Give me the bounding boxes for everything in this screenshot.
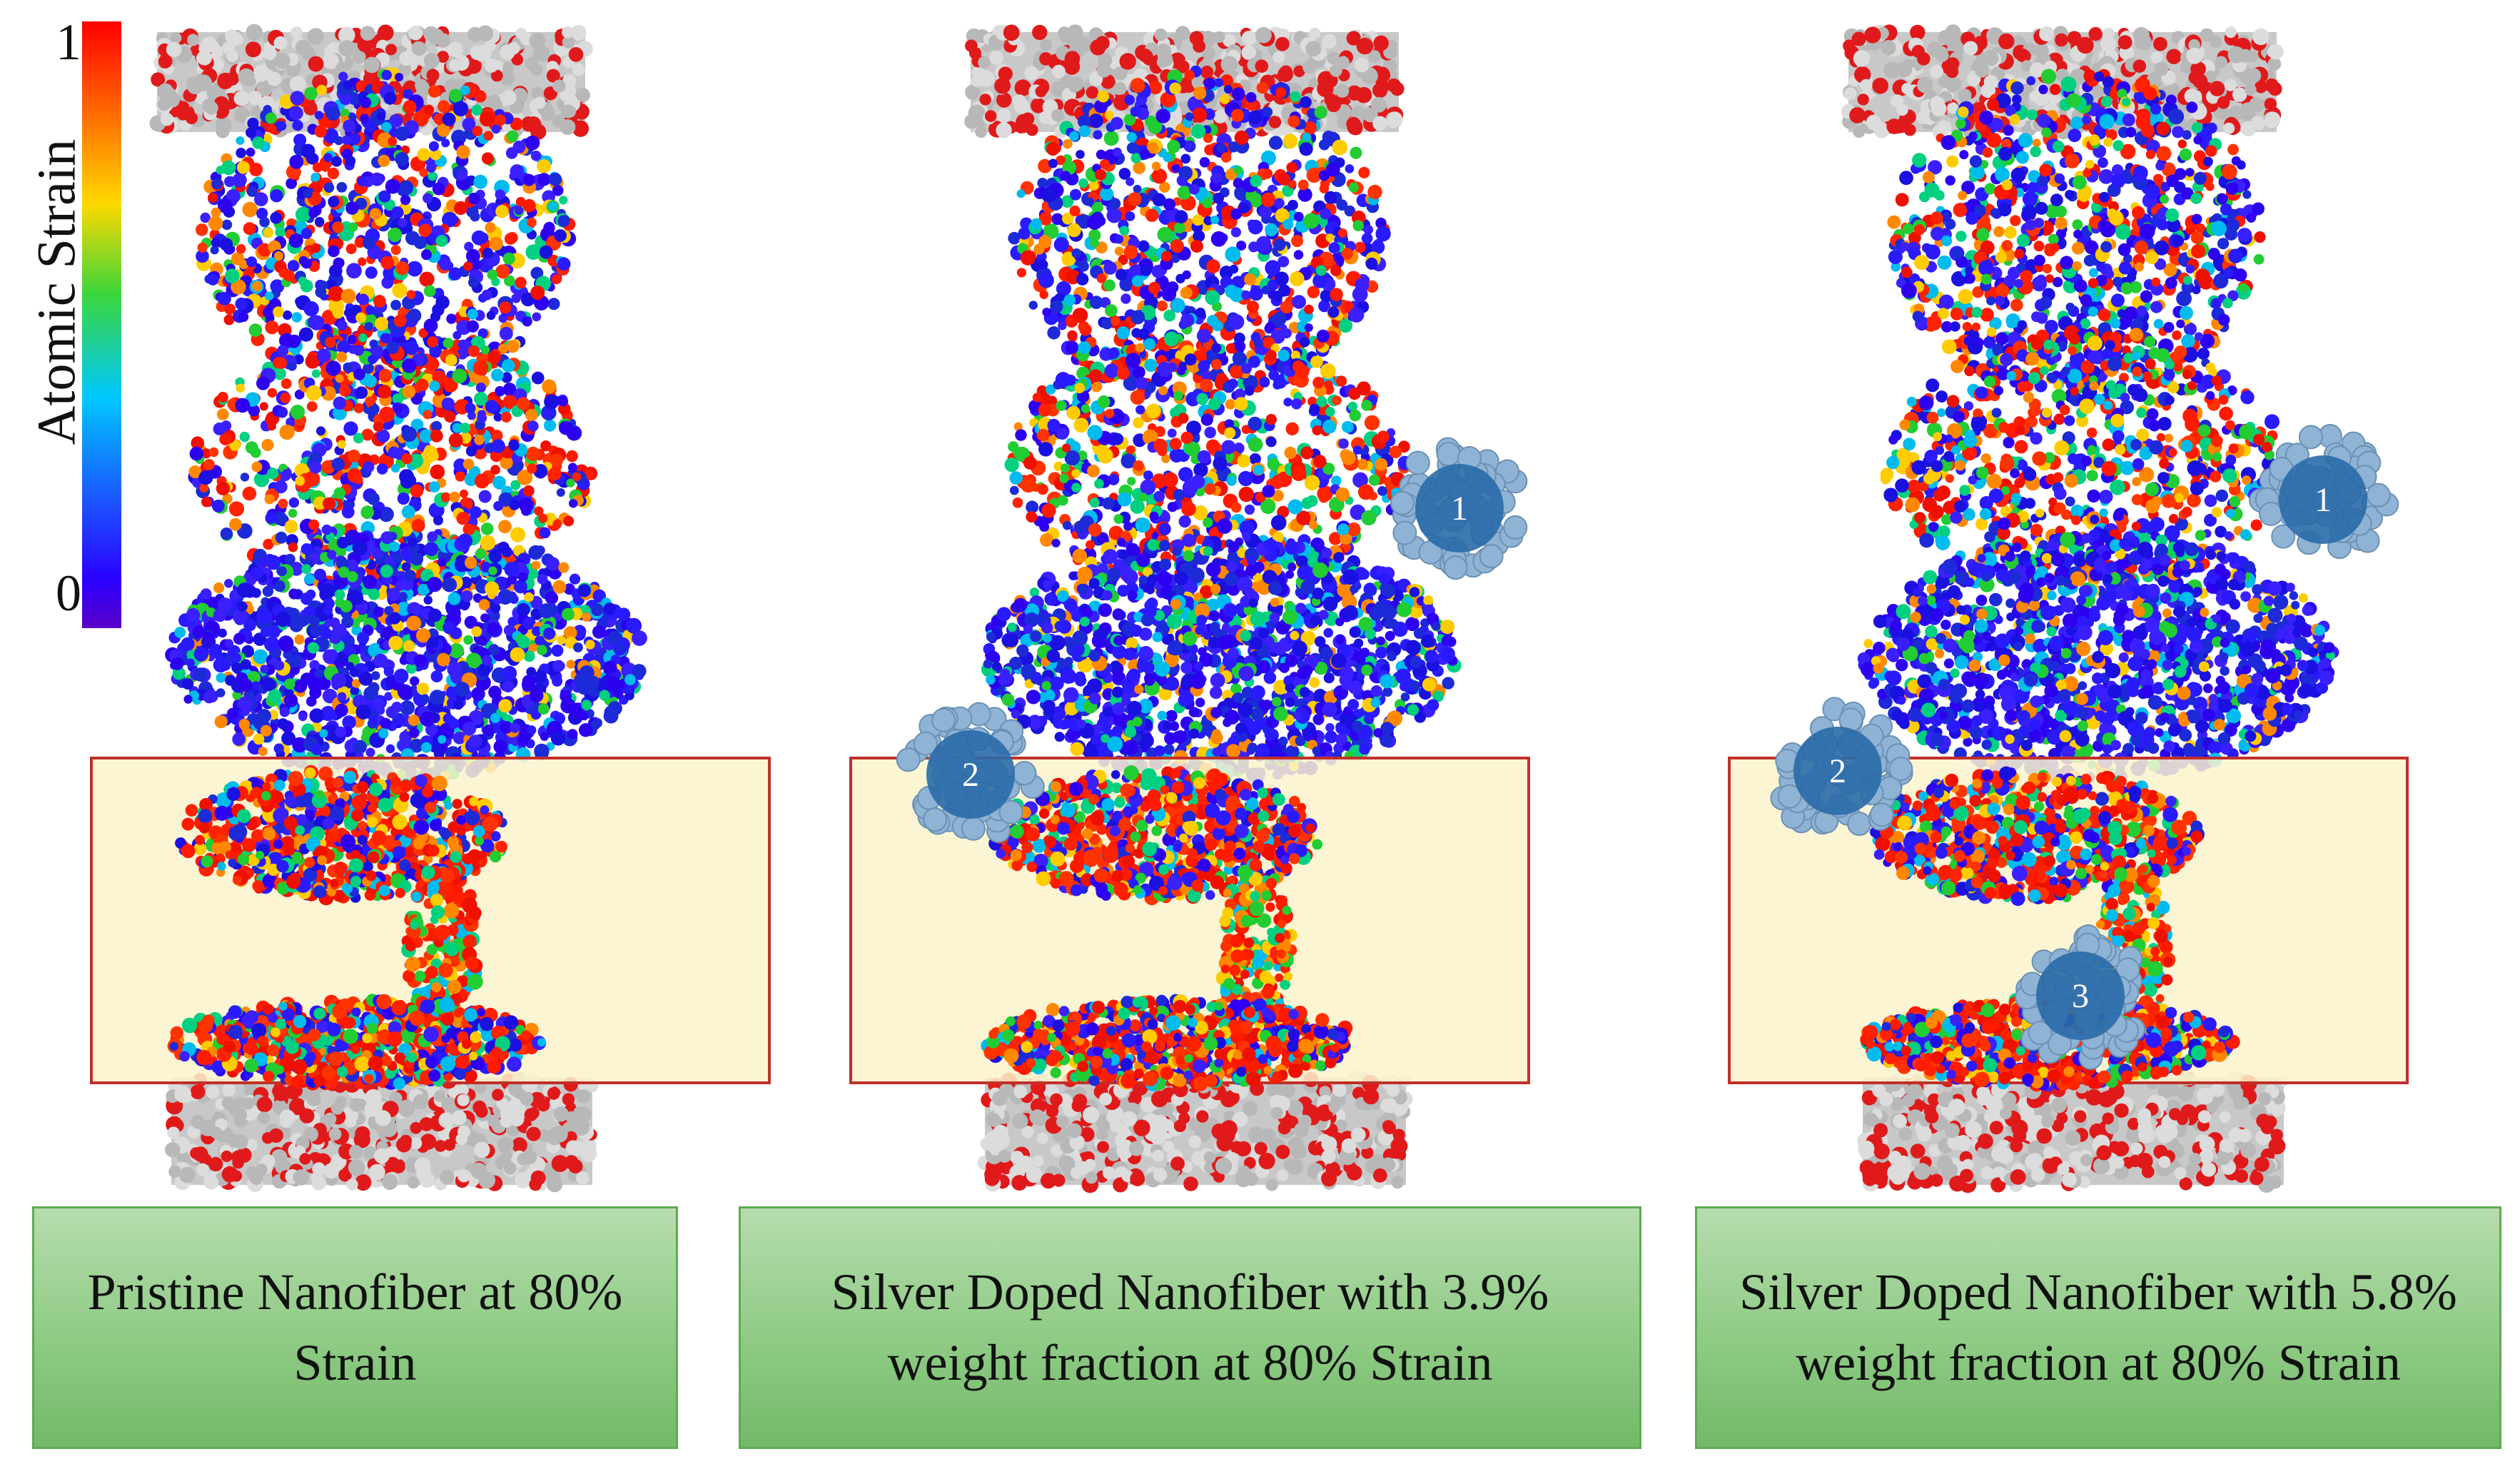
silver-nanoparticle-2: 2 [896,702,1045,843]
caption-text-2: Silver Doped Nanofiber with 3.9% weight … [831,1263,1549,1391]
colorbar-title: Atomic Strain [26,138,87,445]
silver-nanoparticle-1: 1 [2249,424,2399,560]
caption-text-1: Pristine Nanofiber at 80% Strain [87,1263,623,1391]
caption-panel-1: Pristine Nanofiber at 80% Strain [32,1206,678,1449]
nanoparticle-label-1: 1 [1451,490,1468,527]
caption-panel-2: Silver Doped Nanofiber with 3.9% weight … [739,1206,1641,1449]
simulation-panel-3: 1 2 3 [1728,24,2409,1193]
colorbar-max-label: 1 [56,14,81,71]
colorbar-min-label: 0 [56,565,81,622]
silver-nanoparticle-3: 3 [2015,924,2146,1070]
nanoparticle-label-1: 1 [2314,481,2332,519]
simulation-panel-2: 12 [849,24,1530,1193]
caption-text-3: Silver Doped Nanofiber with 5.8% weight … [1739,1263,2457,1391]
silver-nanoparticle-1: 1 [1390,437,1528,580]
nanoparticle-label-2: 2 [962,756,979,794]
nanoparticle-label-3: 3 [2072,977,2089,1015]
nanoparticle-label-2: 2 [1829,752,1846,790]
silver-nanoparticle-2: 2 [1770,697,1913,837]
colorbar-gradient [82,21,121,628]
simulation-panel-1 [90,24,771,1193]
caption-panel-3: Silver Doped Nanofiber with 5.8% weight … [1695,1206,2501,1449]
